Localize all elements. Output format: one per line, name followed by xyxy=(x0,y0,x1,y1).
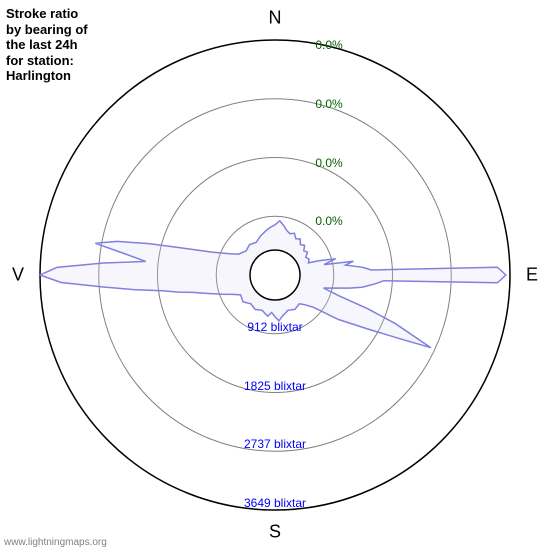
ring-label-percent: 0.0% xyxy=(315,156,342,170)
polar-chart-container: Stroke ratio by bearing of the last 24h … xyxy=(0,0,550,550)
ring-label-percent: 0.0% xyxy=(315,38,342,52)
compass-label: V xyxy=(12,265,24,286)
center-circle xyxy=(250,250,300,300)
ring-label-count: 1825 blixtar xyxy=(244,379,306,393)
ring-label-count: 3649 blixtar xyxy=(244,496,306,510)
ring-label-percent: 0.0% xyxy=(315,214,342,228)
ring-label-percent: 0.0% xyxy=(315,97,342,111)
ring-label-count: 912 blixtar xyxy=(247,320,302,334)
ring-label-count: 2737 blixtar xyxy=(244,437,306,451)
footer-source: www.lightningmaps.org xyxy=(4,537,107,548)
compass-label: N xyxy=(269,8,282,29)
chart-title: Stroke ratio by bearing of the last 24h … xyxy=(6,6,88,84)
compass-label: S xyxy=(269,522,281,543)
compass-label: E xyxy=(526,265,538,286)
